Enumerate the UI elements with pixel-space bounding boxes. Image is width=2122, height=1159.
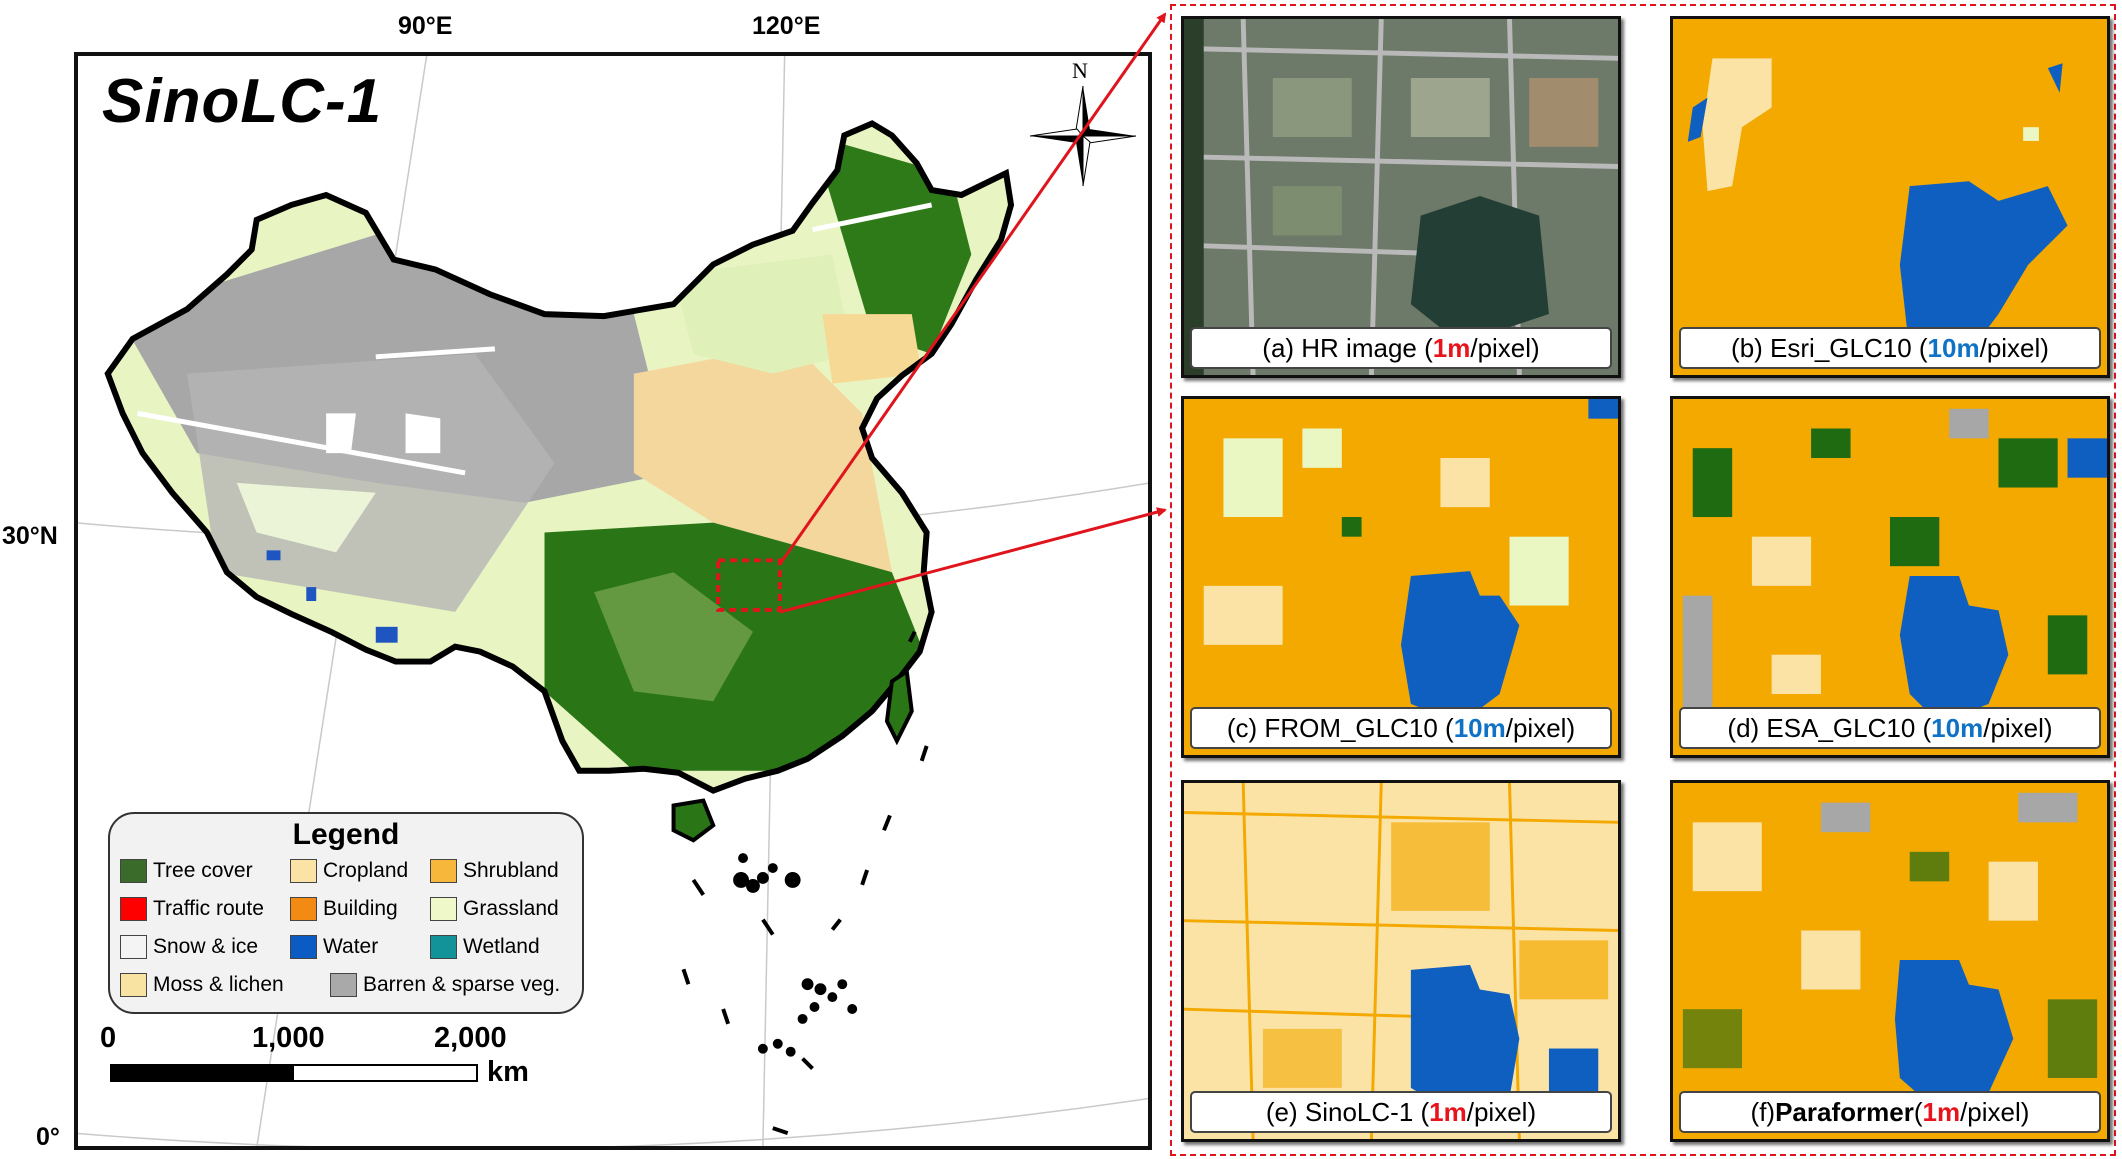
legend-item: Traffic route <box>120 896 264 922</box>
panel-e: (e) SinoLC-1 (1m/pixel) <box>1181 780 1621 1142</box>
legend-item: Snow & ice <box>120 934 258 960</box>
legend-box: Legend Tree cover Cropland Shrubland Traffi… <box>108 812 584 1014</box>
legend-label: Building <box>323 897 398 920</box>
caption-a: (a) HR image (1m/pixel) <box>1190 327 1612 369</box>
caption-c: (c) FROM_GLC10 (10m/pixel) <box>1190 707 1612 749</box>
legend-item: Tree cover <box>120 858 253 884</box>
lat-label-30n: 30°N <box>2 522 58 550</box>
panel-b: (b) Esri_GLC10 (10m/pixel) <box>1670 16 2110 378</box>
land-cover-regions <box>117 135 972 771</box>
scale-unit: km <box>487 1056 529 1088</box>
caption-b: (b) Esri_GLC10 (10m/pixel) <box>1679 327 2101 369</box>
legend-swatch <box>290 897 317 921</box>
comparison-panels-box <box>1170 4 2116 1156</box>
legend-swatch <box>430 859 457 883</box>
legend-swatch <box>120 935 147 959</box>
scale-tick-2000: 2,000 <box>434 1022 507 1054</box>
legend-label: Tree cover <box>153 859 253 882</box>
scale-tick-1000: 1,000 <box>252 1022 325 1054</box>
legend-swatch <box>120 897 147 921</box>
paraformer-map <box>1673 783 2107 1139</box>
legend-label: Wetland <box>463 935 540 958</box>
study-area-box <box>716 558 782 612</box>
legend-item: Grassland <box>430 896 559 922</box>
compass-rose-icon <box>1029 85 1137 187</box>
legend-swatch <box>330 973 357 997</box>
north-arrow: N <box>1028 58 1138 198</box>
legend-item: Water <box>290 934 378 960</box>
legend-label: Cropland <box>323 859 409 882</box>
hr-image <box>1184 19 1618 375</box>
south-china-sea-islands <box>681 630 929 1135</box>
lon-label-90e: 90°E <box>398 12 453 40</box>
scale-bar <box>110 1064 478 1082</box>
legend-item: Wetland <box>430 934 540 960</box>
legend-label: Water <box>323 935 379 958</box>
lon-label-120e: 120°E <box>752 12 821 40</box>
legend-label: Snow & ice <box>153 935 259 958</box>
scale-tick-0: 0 <box>100 1022 117 1054</box>
taiwan-island <box>884 668 914 746</box>
panel-d: (d) ESA_GLC10 (10m/pixel) <box>1670 396 2110 758</box>
panel-c: (c) FROM_GLC10 (10m/pixel) <box>1181 396 1621 758</box>
legend-label: Shrubland <box>463 859 559 882</box>
legend-item: Building <box>290 896 398 922</box>
panel-f: (f) Paraformer (1m/pixel) <box>1670 780 2110 1142</box>
legend-swatch <box>430 897 457 921</box>
legend-swatch <box>120 973 147 997</box>
legend-item: Moss & lichen <box>120 972 284 998</box>
from-glc10-map <box>1184 399 1618 755</box>
north-label: N <box>1072 58 1088 83</box>
legend-label: Grassland <box>463 897 559 920</box>
legend-item: Shrubland <box>430 858 559 884</box>
lat-label-0: 0° <box>36 1123 60 1151</box>
legend-item: Barren & sparse veg. <box>330 972 560 998</box>
caption-d: (d) ESA_GLC10 (10m/pixel) <box>1679 707 2101 749</box>
legend-label: Barren & sparse veg. <box>363 973 561 996</box>
legend-label: Moss & lichen <box>153 973 284 996</box>
panel-a: (a) HR image (1m/pixel) <box>1181 16 1621 378</box>
esri-glc10-map <box>1673 19 2107 375</box>
hainan-island <box>671 798 716 843</box>
legend-title: Legend <box>292 818 400 851</box>
legend-swatch <box>430 935 457 959</box>
legend-swatch <box>290 935 317 959</box>
legend-swatch <box>290 859 317 883</box>
sinolc1-map <box>1184 783 1618 1139</box>
caption-e: (e) SinoLC-1 (1m/pixel) <box>1190 1091 1612 1133</box>
legend-item: Cropland <box>290 858 408 884</box>
map-title: SinoLC-1 <box>102 67 383 136</box>
china-land-cover-map <box>78 56 1148 1146</box>
caption-f: (f) Paraformer (1m/pixel) <box>1679 1091 2101 1133</box>
legend-swatch <box>120 859 147 883</box>
legend-label: Traffic route <box>153 897 264 920</box>
esa-glc10-map <box>1673 399 2107 755</box>
